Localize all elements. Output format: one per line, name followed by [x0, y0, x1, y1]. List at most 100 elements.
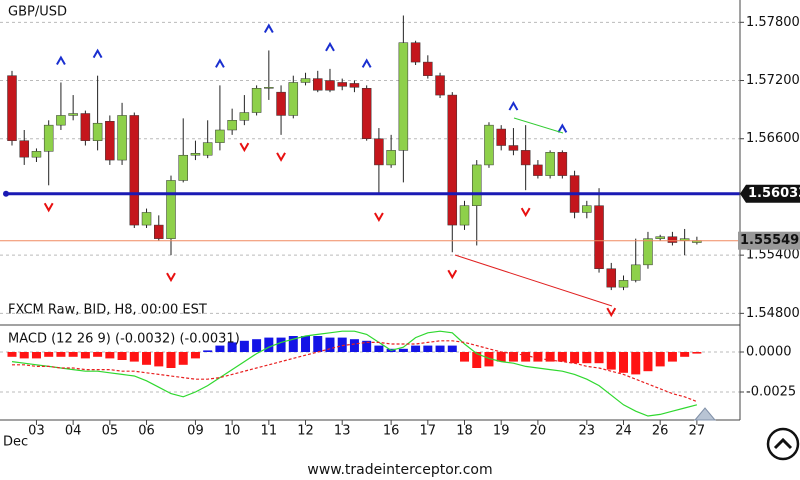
fractal-down	[374, 212, 384, 223]
button-circle[interactable]	[766, 427, 800, 461]
histogram-bar	[411, 345, 421, 352]
candle-body	[594, 205, 604, 269]
candle-body	[374, 138, 384, 166]
histogram-bar	[570, 352, 580, 364]
histogram-bar	[44, 352, 54, 357]
candle-body	[630, 264, 641, 281]
y-tick-label: 1.55400	[746, 248, 800, 263]
candle-body	[459, 205, 470, 226]
fractal-up	[508, 101, 519, 111]
histogram-bar	[93, 352, 103, 357]
histogram-bar	[435, 345, 445, 352]
candle-body	[361, 88, 372, 139]
candle-body	[43, 124, 54, 152]
histogram-bar	[362, 340, 372, 352]
y-tick-label: 1.57800	[746, 15, 800, 30]
histogram-bar	[680, 352, 690, 357]
button-icon[interactable]	[773, 437, 793, 450]
fractal-down	[166, 272, 176, 283]
histogram-bar	[56, 352, 66, 357]
candle-body	[276, 91, 286, 116]
candle-body	[300, 78, 311, 83]
candle-body	[313, 78, 323, 91]
histogram-bar	[301, 336, 311, 352]
x-tick-label: 27	[689, 424, 706, 439]
histogram-bar	[19, 352, 29, 359]
x-tick-label: 20	[530, 424, 547, 439]
histogram-bar	[239, 340, 249, 352]
histogram-bar	[203, 350, 213, 352]
candle-body	[178, 154, 188, 181]
histogram-bar	[264, 337, 274, 352]
candle-body	[154, 224, 164, 239]
x-tick-label: 26	[652, 424, 669, 439]
x-tick-label: 17	[420, 424, 437, 439]
histogram-bar	[325, 337, 335, 352]
macd-line	[11, 330, 698, 417]
histogram-bar	[288, 336, 298, 352]
y-tick-label: 1.56600	[746, 131, 800, 146]
histogram-bar	[276, 337, 286, 352]
candle-body	[471, 164, 482, 206]
histogram-bar	[374, 345, 384, 352]
candle-body	[129, 115, 140, 226]
histogram-bar	[545, 352, 555, 362]
candle-body	[545, 152, 555, 176]
indicator-title: MACD (12 26 9) (-0.0032) (-0.0031)	[8, 332, 240, 347]
fractal-up	[92, 48, 103, 59]
marker-triangle	[693, 407, 717, 421]
trendline	[454, 254, 613, 307]
candle-body	[251, 88, 262, 113]
candle-body	[166, 180, 176, 239]
candle-body	[557, 152, 568, 176]
candle-body	[92, 122, 103, 141]
last-price-tag	[738, 231, 800, 250]
x-tick-label: 06	[138, 424, 155, 439]
histogram-bar	[533, 352, 543, 362]
candle-body	[68, 113, 78, 116]
candle-body	[264, 87, 274, 89]
fractal-up	[325, 41, 335, 52]
candle-body	[667, 236, 678, 243]
fractal-up	[361, 58, 372, 68]
histogram-bar	[398, 348, 408, 352]
last-price-label: 1.55549	[740, 233, 799, 248]
signal-line	[12, 340, 698, 403]
histogram-bar	[142, 352, 152, 365]
candle-body	[484, 124, 494, 166]
candle-body	[141, 212, 152, 226]
histogram-bar	[643, 352, 653, 372]
candle-body	[508, 145, 519, 151]
candle-body	[606, 268, 617, 288]
fractal-up	[557, 123, 568, 133]
candle-body	[423, 61, 433, 76]
candle-body	[349, 83, 360, 88]
histogram-bar	[31, 352, 41, 359]
candle-body	[398, 42, 409, 151]
candle-body	[582, 205, 592, 213]
candle-body	[19, 140, 29, 158]
scroll-up-button[interactable]	[766, 427, 800, 461]
histogram-bar	[190, 352, 200, 359]
histogram-bar	[154, 352, 164, 367]
histogram-bar	[484, 352, 494, 367]
histogram-bar	[80, 352, 90, 359]
candle-body	[447, 94, 458, 226]
level-handle	[3, 190, 9, 197]
fractal-down	[606, 307, 617, 318]
histogram-bar	[178, 352, 188, 365]
histogram-bar	[692, 352, 702, 354]
fractal-down	[520, 207, 531, 218]
fractal-down	[276, 152, 286, 162]
histogram-bar	[166, 352, 176, 368]
x-tick-label: 19	[493, 424, 510, 439]
chart-subtitle: FXCM Raw, BID, H8, 00:00 EST	[8, 303, 207, 318]
x-tick-label: 03	[28, 424, 45, 439]
histogram-bar	[631, 352, 641, 375]
candle-body	[618, 280, 629, 288]
candle-body	[56, 115, 66, 126]
fractal-down	[239, 142, 250, 153]
histogram-bar	[557, 352, 567, 362]
